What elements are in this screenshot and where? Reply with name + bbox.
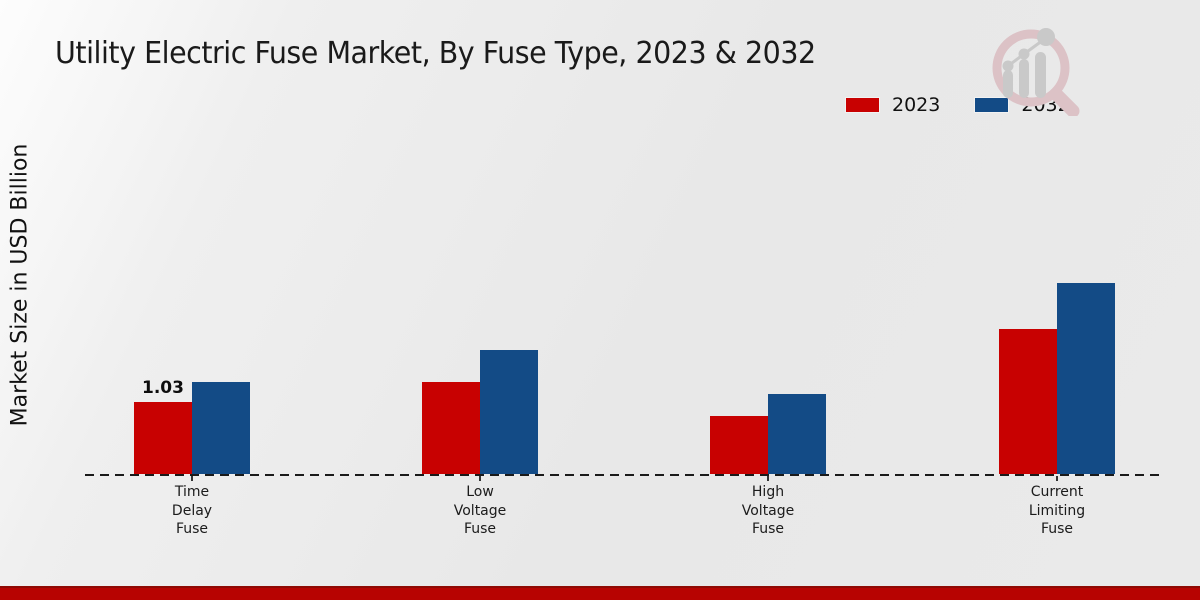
y-axis-label: Market Size in USD Billion [7, 143, 33, 427]
category-label: High Voltage Fuse [741, 484, 795, 537]
category-label: Current Limiting Fuse [1028, 484, 1086, 537]
watermark-logo [992, 28, 1080, 116]
x-axis-tick [191, 476, 193, 481]
x-axis-tick [1056, 476, 1058, 481]
bar-2023-high-voltage-fuse [710, 416, 768, 474]
plot-area: 1.03 [87, 0, 1165, 474]
x-axis-tick [767, 476, 769, 481]
x-axis-labels: Time Delay Fuse Low Voltage Fuse High Volt… [87, 483, 1165, 543]
bar-2032-low-voltage-fuse [480, 350, 538, 474]
category-label: Time Delay Fuse [171, 484, 213, 537]
bar-2023-low-voltage-fuse [422, 382, 480, 474]
bar-value-label: 1.03 [142, 377, 184, 398]
x-axis-tick [479, 476, 481, 481]
bar-2032-current-limiting-fuse [1057, 283, 1115, 474]
bar-2032-time-delay-fuse [192, 382, 250, 474]
bar-2023-current-limiting-fuse [999, 329, 1057, 474]
bar-2032-high-voltage-fuse [768, 394, 826, 474]
legend-swatch-2032 [974, 97, 1010, 113]
legend-label-2023: 2023 [892, 94, 941, 116]
footer-strip [0, 586, 1200, 600]
legend-swatch-2023 [845, 97, 880, 113]
category-label: Low Voltage Fuse [453, 484, 507, 537]
x-axis-baseline [85, 474, 1165, 476]
chart-title: Utility Electric Fuse Market, By Fuse Ty… [55, 36, 816, 71]
bar-2023-time-delay-fuse [134, 402, 192, 474]
legend-item-2023: 2023 [845, 94, 940, 116]
